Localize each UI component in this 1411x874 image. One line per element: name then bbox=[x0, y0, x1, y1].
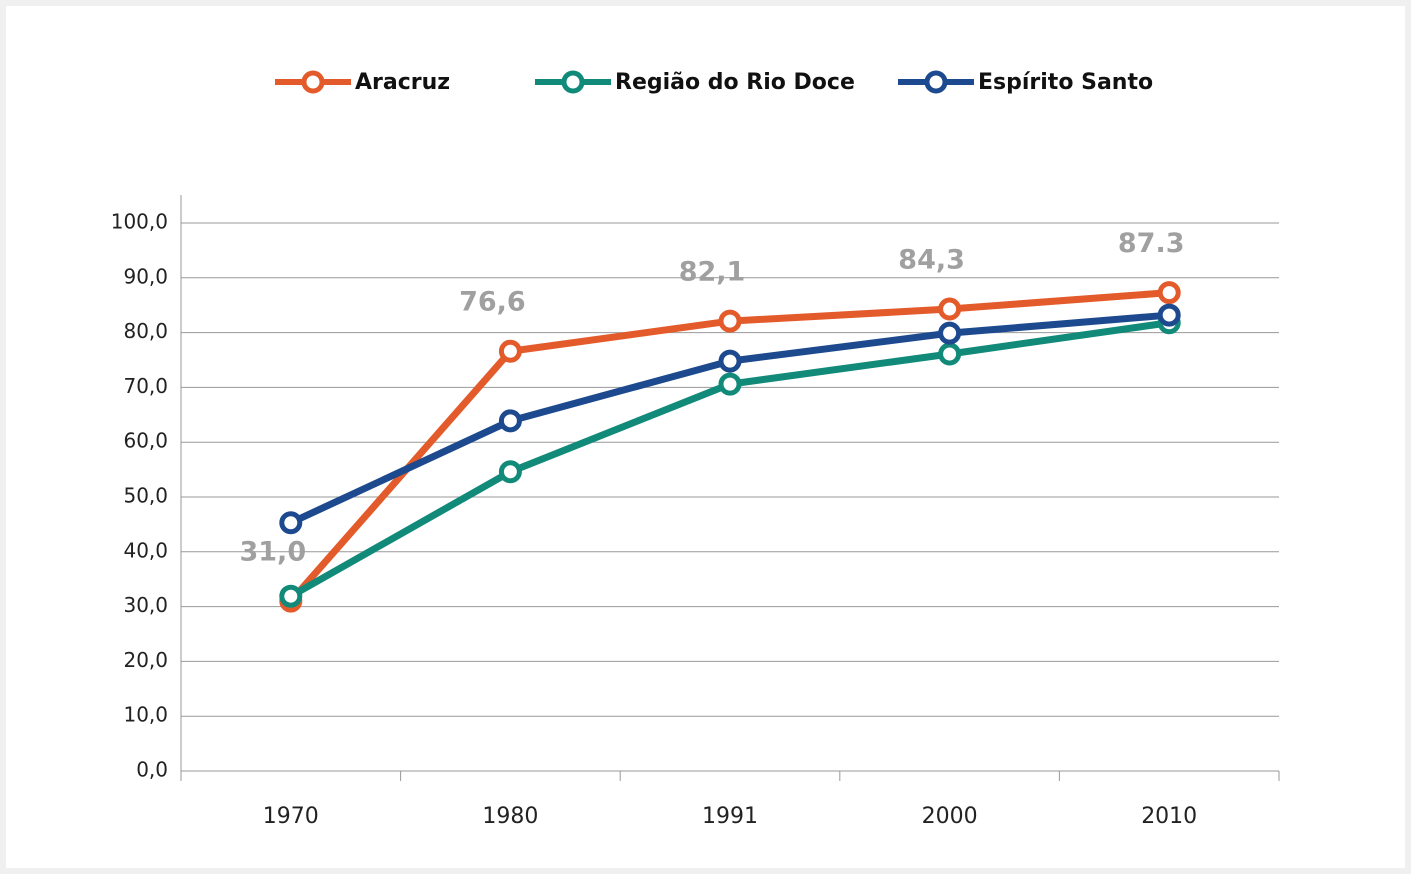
data-label: 84,3 bbox=[898, 245, 965, 276]
data-point bbox=[718, 349, 742, 373]
legend-marker bbox=[561, 70, 585, 94]
y-tick-label: 30,0 bbox=[123, 593, 168, 617]
data-point bbox=[1157, 281, 1181, 305]
data-point bbox=[938, 297, 962, 321]
data-point bbox=[938, 321, 962, 345]
y-tick-label: 40,0 bbox=[123, 538, 168, 562]
legend-marker bbox=[924, 70, 948, 94]
y-tick-label: 70,0 bbox=[123, 374, 168, 398]
y-tick-label: 60,0 bbox=[123, 429, 168, 453]
data-point bbox=[1157, 303, 1181, 327]
data-label: 82,1 bbox=[679, 257, 746, 288]
y-tick-label: 0,0 bbox=[136, 758, 168, 782]
data-point bbox=[938, 342, 962, 366]
x-tick-label: 2010 bbox=[1141, 804, 1197, 829]
legend-label: Aracruz bbox=[355, 70, 450, 95]
y-tick-label: 90,0 bbox=[123, 264, 168, 288]
x-tick-label: 1991 bbox=[702, 804, 758, 829]
data-point bbox=[718, 372, 742, 396]
y-tick-label: 10,0 bbox=[123, 703, 168, 727]
data-point bbox=[498, 339, 522, 363]
x-tick-label: 2000 bbox=[922, 804, 978, 829]
x-tick-label: 1970 bbox=[263, 804, 319, 829]
data-point bbox=[279, 584, 303, 608]
x-tick-label: 1980 bbox=[482, 804, 538, 829]
y-tick-label: 50,0 bbox=[123, 484, 168, 508]
data-point bbox=[498, 460, 522, 484]
data-label: 76,6 bbox=[459, 287, 526, 318]
data-point bbox=[718, 309, 742, 333]
y-tick-label: 20,0 bbox=[123, 648, 168, 672]
legend-marker bbox=[301, 70, 325, 94]
y-tick-label: 80,0 bbox=[123, 319, 168, 343]
legend-label: Região do Rio Doce bbox=[615, 70, 855, 95]
data-label: 31,0 bbox=[239, 537, 306, 568]
chart-card bbox=[6, 6, 1405, 868]
y-tick-label: 100,0 bbox=[111, 210, 168, 234]
data-point bbox=[279, 511, 303, 535]
data-point bbox=[498, 409, 522, 433]
data-label: 87.3 bbox=[1118, 228, 1185, 259]
legend-label: Espírito Santo bbox=[978, 70, 1153, 95]
